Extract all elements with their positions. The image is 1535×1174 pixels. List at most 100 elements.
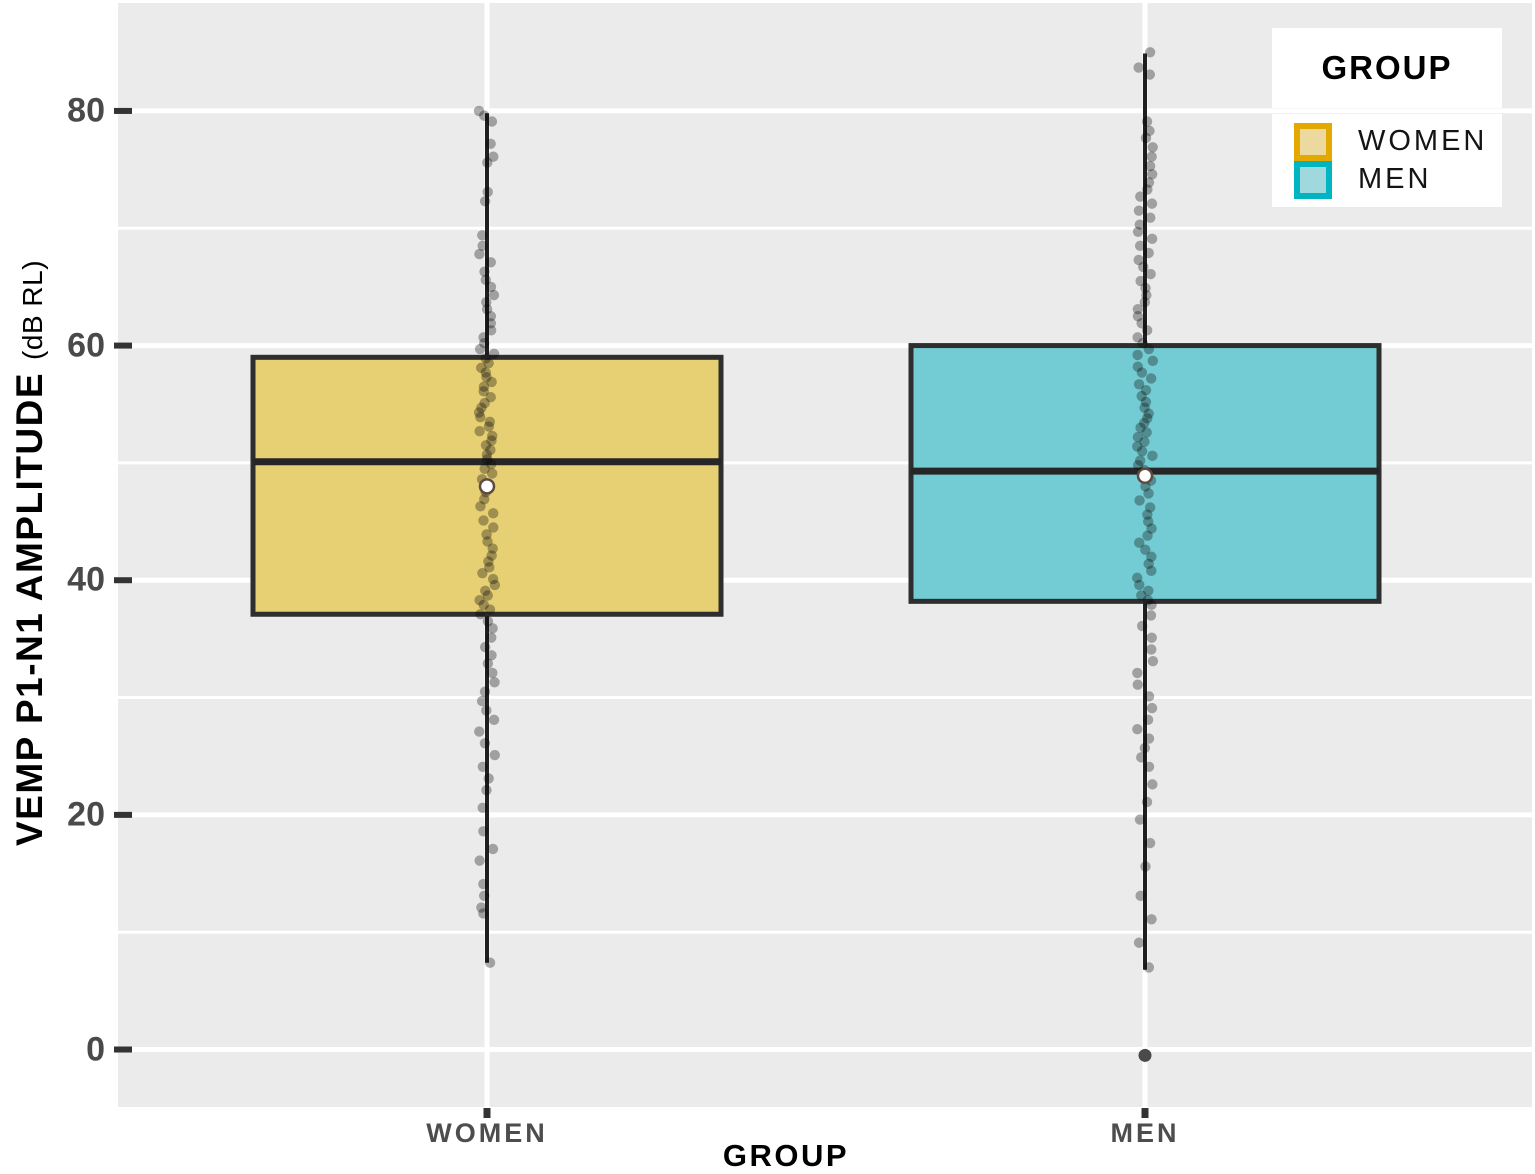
data-point <box>485 392 496 403</box>
data-point <box>1141 325 1153 336</box>
data-point <box>1146 644 1157 655</box>
data-point <box>479 338 490 349</box>
data-point <box>477 761 489 772</box>
x-tick-label-women: WOMEN <box>426 1118 548 1148</box>
jitter-points-women <box>473 105 501 968</box>
data-point <box>1140 132 1152 144</box>
data-point <box>485 325 497 336</box>
y-tick-mark <box>114 342 132 349</box>
data-point <box>1134 579 1145 591</box>
data-point <box>489 749 500 761</box>
y-tick-mark <box>114 577 132 584</box>
data-point <box>1146 914 1157 925</box>
data-point <box>1146 169 1158 180</box>
data-point <box>487 843 499 855</box>
data-point <box>473 105 485 117</box>
data-point <box>1132 572 1143 584</box>
data-point <box>1136 752 1147 763</box>
data-point <box>1147 355 1159 367</box>
data-point <box>1135 275 1146 287</box>
legend-title-box: GROUP <box>1272 28 1502 108</box>
data-point <box>483 357 494 369</box>
data-point <box>478 599 489 611</box>
data-point <box>1132 441 1143 452</box>
data-point <box>1132 724 1143 735</box>
data-point <box>1134 495 1145 506</box>
data-point <box>1144 502 1156 513</box>
data-point <box>1146 565 1157 577</box>
data-point <box>475 362 487 374</box>
data-point <box>1134 537 1145 548</box>
data-point <box>475 501 486 512</box>
data-point <box>481 372 492 383</box>
mean-marker-men <box>1136 467 1154 485</box>
x-tick-mark <box>483 1108 491 1118</box>
data-point <box>481 296 492 308</box>
data-point <box>484 957 496 968</box>
data-point <box>480 353 491 364</box>
data-point <box>1143 343 1155 355</box>
legend-title: GROUP <box>1321 49 1453 86</box>
x-tick-label-men: MEN <box>1110 1118 1180 1148</box>
data-point <box>474 343 486 355</box>
data-point <box>484 416 496 428</box>
data-point <box>1146 198 1158 209</box>
data-point <box>488 348 500 359</box>
data-point <box>479 738 491 749</box>
data-point <box>1133 62 1144 73</box>
legend-keys: WOMEN MEN <box>1272 114 1502 207</box>
data-point <box>477 240 488 252</box>
data-point <box>1132 667 1143 679</box>
legend-label-women: WOMEN <box>1358 125 1488 157</box>
data-point <box>1132 311 1144 322</box>
data-point <box>1139 402 1150 413</box>
y-tick-label: 40 <box>67 560 105 599</box>
y-tick-label: 80 <box>67 91 105 130</box>
data-point <box>1133 254 1144 266</box>
data-point <box>488 151 499 162</box>
data-point <box>482 536 493 547</box>
data-point <box>487 430 498 442</box>
data-point <box>486 458 497 470</box>
data-point <box>488 522 499 533</box>
data-point <box>1147 450 1158 462</box>
data-point <box>1142 184 1153 195</box>
data-point <box>1133 205 1145 216</box>
y-tick-mark <box>114 107 132 114</box>
data-point <box>482 186 493 198</box>
data-point <box>477 802 488 814</box>
data-point <box>484 604 496 615</box>
data-point <box>478 381 490 392</box>
data-point <box>1144 125 1155 137</box>
data-point <box>1132 226 1144 237</box>
data-point <box>1146 233 1158 245</box>
data-point <box>1143 962 1155 973</box>
data-point <box>1146 551 1157 562</box>
data-point <box>1145 212 1156 223</box>
legend-swatch-women <box>1294 122 1332 161</box>
y-axis-title-text: VEMP P1-N1 AMPLITUDE <box>9 371 50 847</box>
x-tick-mark <box>1141 1108 1149 1118</box>
y-tick-mark <box>114 811 132 818</box>
data-point <box>480 367 492 378</box>
data-point <box>482 590 493 601</box>
data-point <box>1146 523 1157 534</box>
data-point <box>1142 530 1153 541</box>
data-point <box>1143 761 1155 772</box>
data-point <box>482 658 494 669</box>
data-point <box>474 855 485 866</box>
data-point <box>476 402 487 413</box>
data-point <box>1134 219 1145 230</box>
data-point <box>479 397 490 409</box>
data-point <box>1137 620 1148 632</box>
data-point <box>1142 714 1154 726</box>
data-point <box>481 705 492 716</box>
data-point <box>486 550 497 561</box>
legend-entry-men: MEN <box>1294 160 1502 199</box>
data-point <box>1143 585 1154 596</box>
data-point <box>479 494 490 505</box>
data-point <box>1134 240 1146 252</box>
data-point <box>478 332 489 343</box>
data-point <box>1146 632 1157 643</box>
data-point <box>482 157 493 168</box>
